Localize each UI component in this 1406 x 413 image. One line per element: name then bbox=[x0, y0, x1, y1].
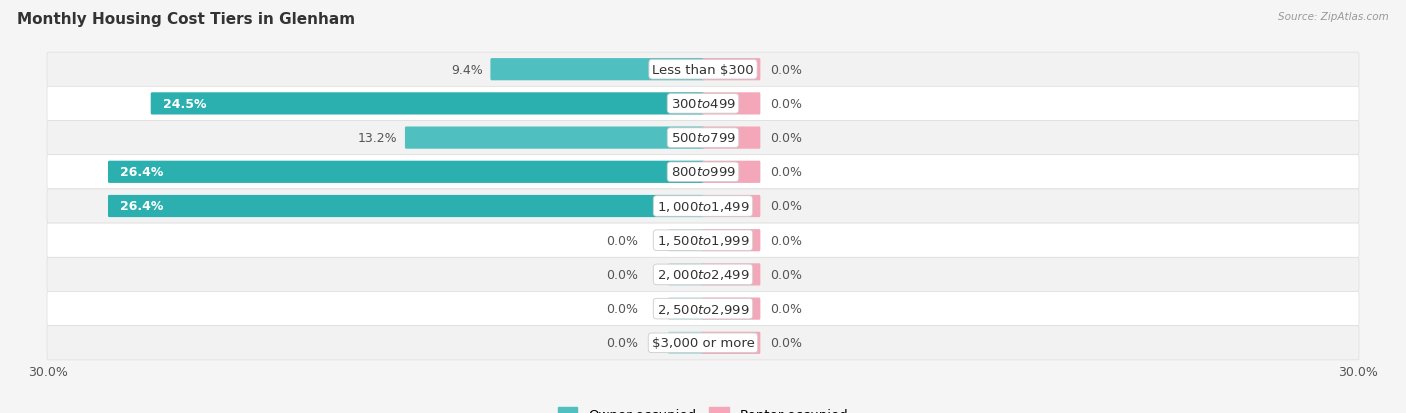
Text: 0.0%: 0.0% bbox=[770, 64, 803, 76]
Text: 0.0%: 0.0% bbox=[606, 268, 638, 281]
FancyBboxPatch shape bbox=[702, 298, 761, 320]
Text: Less than $300: Less than $300 bbox=[652, 64, 754, 76]
Text: $1,500 to $1,999: $1,500 to $1,999 bbox=[657, 234, 749, 248]
FancyBboxPatch shape bbox=[702, 230, 761, 252]
FancyBboxPatch shape bbox=[702, 161, 761, 183]
FancyBboxPatch shape bbox=[702, 263, 761, 286]
FancyBboxPatch shape bbox=[668, 263, 704, 286]
FancyBboxPatch shape bbox=[702, 93, 761, 115]
FancyBboxPatch shape bbox=[108, 161, 704, 183]
FancyBboxPatch shape bbox=[668, 230, 704, 252]
FancyBboxPatch shape bbox=[668, 298, 704, 320]
Text: $2,000 to $2,499: $2,000 to $2,499 bbox=[657, 268, 749, 282]
FancyBboxPatch shape bbox=[46, 155, 1360, 190]
FancyBboxPatch shape bbox=[46, 326, 1360, 360]
Text: 0.0%: 0.0% bbox=[770, 234, 803, 247]
Text: 30.0%: 30.0% bbox=[28, 365, 67, 378]
Text: 0.0%: 0.0% bbox=[606, 337, 638, 349]
Text: 0.0%: 0.0% bbox=[770, 200, 803, 213]
Text: 0.0%: 0.0% bbox=[770, 268, 803, 281]
FancyBboxPatch shape bbox=[702, 195, 761, 218]
FancyBboxPatch shape bbox=[46, 121, 1360, 155]
Text: 24.5%: 24.5% bbox=[163, 97, 207, 111]
FancyBboxPatch shape bbox=[668, 332, 704, 354]
FancyBboxPatch shape bbox=[702, 332, 761, 354]
FancyBboxPatch shape bbox=[46, 223, 1360, 258]
FancyBboxPatch shape bbox=[491, 59, 704, 81]
Text: 13.2%: 13.2% bbox=[357, 132, 396, 145]
FancyBboxPatch shape bbox=[46, 87, 1360, 121]
Text: 9.4%: 9.4% bbox=[451, 64, 482, 76]
Text: Monthly Housing Cost Tiers in Glenham: Monthly Housing Cost Tiers in Glenham bbox=[17, 12, 354, 27]
Text: $2,500 to $2,999: $2,500 to $2,999 bbox=[657, 302, 749, 316]
Legend: Owner-occupied, Renter-occupied: Owner-occupied, Renter-occupied bbox=[553, 402, 853, 413]
Text: $800 to $999: $800 to $999 bbox=[671, 166, 735, 179]
FancyBboxPatch shape bbox=[405, 127, 704, 150]
Text: 26.4%: 26.4% bbox=[121, 200, 163, 213]
Text: 30.0%: 30.0% bbox=[1339, 365, 1378, 378]
Text: 0.0%: 0.0% bbox=[770, 337, 803, 349]
FancyBboxPatch shape bbox=[46, 292, 1360, 326]
Text: 0.0%: 0.0% bbox=[770, 97, 803, 111]
Text: 26.4%: 26.4% bbox=[121, 166, 163, 179]
Text: $1,000 to $1,499: $1,000 to $1,499 bbox=[657, 199, 749, 214]
FancyBboxPatch shape bbox=[150, 93, 704, 115]
Text: 0.0%: 0.0% bbox=[770, 302, 803, 316]
Text: 0.0%: 0.0% bbox=[606, 234, 638, 247]
FancyBboxPatch shape bbox=[46, 190, 1360, 223]
FancyBboxPatch shape bbox=[702, 127, 761, 150]
Text: 0.0%: 0.0% bbox=[770, 166, 803, 179]
Text: 0.0%: 0.0% bbox=[770, 132, 803, 145]
FancyBboxPatch shape bbox=[46, 258, 1360, 292]
FancyBboxPatch shape bbox=[46, 53, 1360, 87]
Text: $300 to $499: $300 to $499 bbox=[671, 97, 735, 111]
Text: Source: ZipAtlas.com: Source: ZipAtlas.com bbox=[1278, 12, 1389, 22]
Text: 0.0%: 0.0% bbox=[606, 302, 638, 316]
Text: $3,000 or more: $3,000 or more bbox=[651, 337, 755, 349]
FancyBboxPatch shape bbox=[702, 59, 761, 81]
FancyBboxPatch shape bbox=[108, 195, 704, 218]
Text: $500 to $799: $500 to $799 bbox=[671, 132, 735, 145]
